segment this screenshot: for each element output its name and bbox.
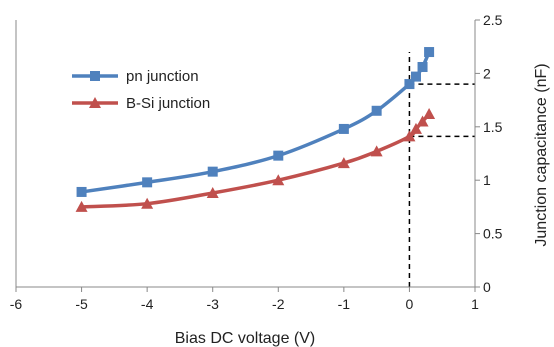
data-point [338,123,349,134]
y-axis-label: Junction capacitance (nF) [533,63,550,246]
series-layer [75,47,436,212]
legend-marker [89,97,101,108]
legend-marker [90,71,100,81]
data-point [272,174,285,186]
legend-entry: pn junction [72,68,199,85]
y-tick-label: 1.5 [483,119,503,135]
data-point [410,71,421,82]
legend: pn junction B-Si junction [72,68,210,112]
data-point [75,200,88,212]
series-pn-junction [76,47,435,197]
x-tick-label: -3 [206,296,219,312]
data-point [207,166,218,177]
data-point [417,61,428,72]
data-point [370,145,383,157]
data-point [416,115,429,127]
y-tick-label: 2 [483,65,491,81]
data-point [409,122,422,134]
x-tick-label: 1 [471,296,479,312]
data-point [76,186,87,197]
x-tick-label: -6 [10,296,23,312]
data-point [142,177,153,188]
y-tick-label: 0 [483,279,491,295]
legend-label: B-Si junction [126,95,210,112]
y-tick-label: 0.5 [483,226,503,242]
data-point [423,107,436,119]
data-point [424,47,435,58]
x-tick-label: -4 [141,296,154,312]
y-tick-label: 2.5 [483,12,503,28]
data-point [371,105,382,116]
x-axis-label: Bias DC voltage (V) [175,330,316,347]
data-point [206,187,219,199]
x-tick-label: -1 [338,296,351,312]
data-point [403,130,416,142]
x-tick-label: 0 [406,296,414,312]
data-point [404,79,415,90]
legend-entry: B-Si junction [72,95,210,112]
data-point [141,197,154,209]
y-tick-label: 1 [483,172,491,188]
data-point [273,150,284,161]
data-point [337,157,350,169]
legend-label: pn junction [126,68,199,85]
x-tick-label: -5 [75,296,88,312]
series-b-si-junction [75,107,436,212]
x-tick-label: -2 [272,296,285,312]
axes: -6 -5 -4 -3 -2 -1 0 100.511.522.5 [10,12,503,312]
reference-lines [408,52,475,287]
